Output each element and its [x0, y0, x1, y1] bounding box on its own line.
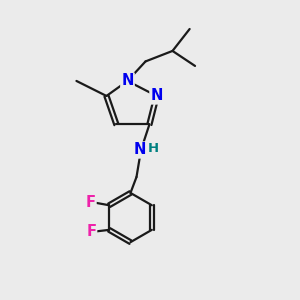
Text: N: N — [133, 142, 146, 158]
Text: F: F — [86, 224, 96, 239]
Text: F: F — [85, 195, 96, 210]
Text: N: N — [150, 88, 163, 104]
Text: H: H — [148, 142, 159, 155]
Text: N: N — [121, 74, 134, 88]
